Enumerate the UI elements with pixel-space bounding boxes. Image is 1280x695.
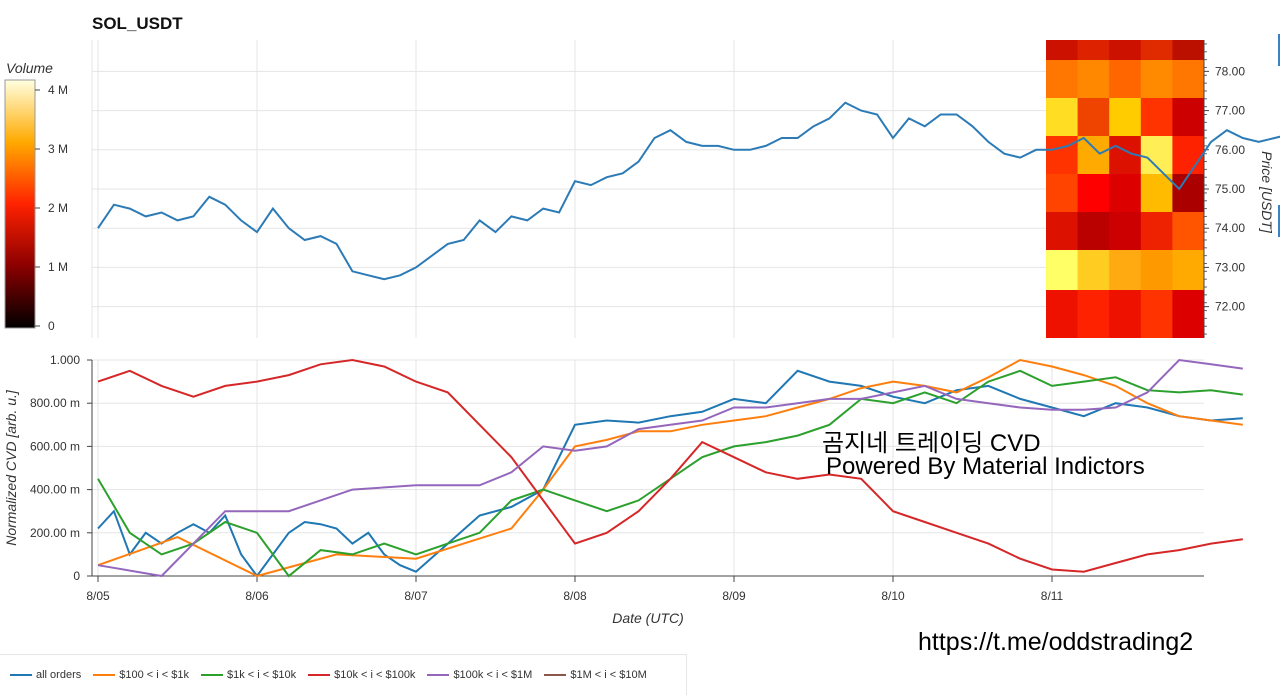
legend-item[interactable]: $10k < i < $100k — [308, 669, 415, 681]
volume-cell — [1140, 250, 1173, 290]
volume-cell — [1109, 60, 1142, 98]
cvd-series-line — [97, 358, 1243, 578]
cvd-tick-label: 200.00 m — [30, 526, 80, 540]
price-tick-label: 76.00 — [1215, 143, 1245, 157]
volume-cell — [1077, 40, 1110, 60]
cvd-series-line — [97, 358, 1243, 573]
chart-canvas[interactable]: 0 1 M 2 M 3 M 4 M 72.00 73.00 74.00 75.00 76.00 7… — [0, 0, 1280, 655]
price-line — [97, 101, 1280, 281]
page-title: SOL_USDT — [92, 14, 183, 33]
price-y-axis-label: Price [USDT] — [1259, 151, 1275, 234]
legend-swatch — [93, 674, 116, 676]
volume-cell — [1046, 212, 1079, 250]
price-tick-label: 78.00 — [1215, 64, 1245, 78]
volume-cell — [1172, 290, 1205, 338]
price-tick-label: 77.00 — [1215, 104, 1245, 118]
date-tick-label: 8/06 — [245, 589, 269, 603]
cvd-y-axis-label: Normalized CVD [arb. u.] — [3, 389, 19, 546]
legend-label: $1k < i < $10k — [226, 669, 297, 681]
volume-cell — [1109, 98, 1142, 136]
colorbar-tick-label: 3 M — [48, 142, 68, 156]
volume-cell — [1077, 60, 1110, 98]
legend-item[interactable]: $1M < i < $10M — [544, 669, 647, 681]
legend-swatch — [308, 674, 331, 676]
volume-cell — [1046, 136, 1079, 174]
volume-cell — [1172, 40, 1205, 60]
volume-cell — [1109, 290, 1142, 338]
price-tick-label: 74.00 — [1215, 221, 1245, 235]
volume-cell — [1140, 290, 1173, 338]
cvd-tick-label: 1.000 — [50, 353, 80, 367]
date-tick-label: 8/07 — [404, 589, 428, 603]
side-tab-top[interactable] — [1278, 34, 1280, 66]
volume-cell — [1172, 250, 1205, 290]
watermark-title: 곰지네 트레이딩 CVD — [822, 430, 1041, 457]
telegram-url[interactable]: https://t.me/oddstrading2 — [918, 628, 1194, 656]
volume-cell — [1140, 98, 1173, 136]
colorbar-tick-label: 0 — [48, 319, 55, 333]
volume-colorbar — [4, 79, 36, 329]
date-tick-label: 8/11 — [1041, 589, 1064, 603]
volume-cell — [1172, 98, 1205, 136]
legend-item[interactable]: $1k < i < $10k — [200, 669, 297, 681]
legend-swatch — [200, 674, 223, 676]
cvd-tick-label: 600.00 m — [30, 439, 80, 453]
legend-label: $100 < i < $1k — [119, 669, 189, 681]
volume-cell — [1077, 174, 1110, 212]
volume-cell — [1046, 174, 1079, 212]
cvd-tick-label: 0 — [73, 569, 80, 583]
legend-swatch — [544, 674, 567, 676]
volume-cell — [1046, 40, 1079, 60]
volume-colorbar-title: Volume — [6, 60, 53, 76]
volume-cell — [1046, 290, 1079, 338]
legend-label: all orders — [36, 669, 82, 681]
cvd-tick-label: 800.00 m — [30, 396, 80, 410]
cvd-tick-label: 400.00 m — [30, 483, 80, 497]
legend-swatch — [10, 674, 32, 676]
volume-cell — [1046, 250, 1079, 290]
date-tick-label: 8/10 — [881, 589, 905, 603]
legend-label: $100k < i < $1M — [453, 669, 533, 681]
legend-label: $10k < i < $100k — [334, 669, 416, 681]
legend-item[interactable]: $100k < i < $1M — [427, 669, 532, 681]
volume-cell — [1140, 40, 1173, 60]
watermark-subtitle: Powered By Material Indictors — [826, 453, 1145, 480]
volume-cell — [1140, 60, 1173, 98]
volume-cell — [1077, 136, 1110, 174]
cvd-series-line — [97, 358, 1243, 578]
cvd-series-line — [97, 369, 1243, 578]
colorbar-tick-label: 4 M — [48, 83, 68, 97]
date-tick-label: 8/09 — [722, 589, 746, 603]
legend-item[interactable]: all orders — [10, 669, 81, 681]
volume-cell — [1172, 212, 1205, 250]
volume-cell — [1046, 98, 1079, 136]
date-tick-label: 8/08 — [563, 589, 587, 603]
legend-label: $1M < i < $10M — [570, 669, 647, 681]
colorbar-tick-label: 1 M — [48, 260, 68, 274]
date-tick-label: 8/05 — [86, 589, 110, 603]
legend-item[interactable]: $100 < i < $1k — [93, 669, 189, 681]
price-tick-label: 73.00 — [1215, 260, 1245, 274]
volume-cell — [1109, 212, 1142, 250]
volume-cell — [1172, 136, 1205, 174]
volume-cell — [1172, 174, 1205, 212]
volume-cell — [1077, 290, 1110, 338]
volume-cell — [1140, 212, 1173, 250]
volume-cell — [1077, 98, 1110, 136]
volume-cell — [1109, 174, 1142, 212]
volume-cell — [1046, 60, 1079, 98]
colorbar-tick-label: 2 M — [48, 201, 68, 215]
legend-swatch — [427, 674, 450, 676]
legend: all orders $100 < i < $1k $1k < i < $10k $1… — [0, 654, 687, 695]
volume-cell — [1109, 40, 1142, 60]
volume-cell — [1077, 250, 1110, 290]
volume-cell — [1109, 250, 1142, 290]
volume-cell — [1077, 212, 1110, 250]
volume-cell — [1140, 174, 1173, 212]
volume-cell — [1172, 60, 1205, 98]
side-tab-bottom[interactable] — [1278, 205, 1280, 237]
x-axis-label: Date (UTC) — [612, 610, 684, 626]
price-tick-label: 72.00 — [1215, 300, 1245, 314]
price-tick-label: 75.00 — [1215, 182, 1245, 196]
